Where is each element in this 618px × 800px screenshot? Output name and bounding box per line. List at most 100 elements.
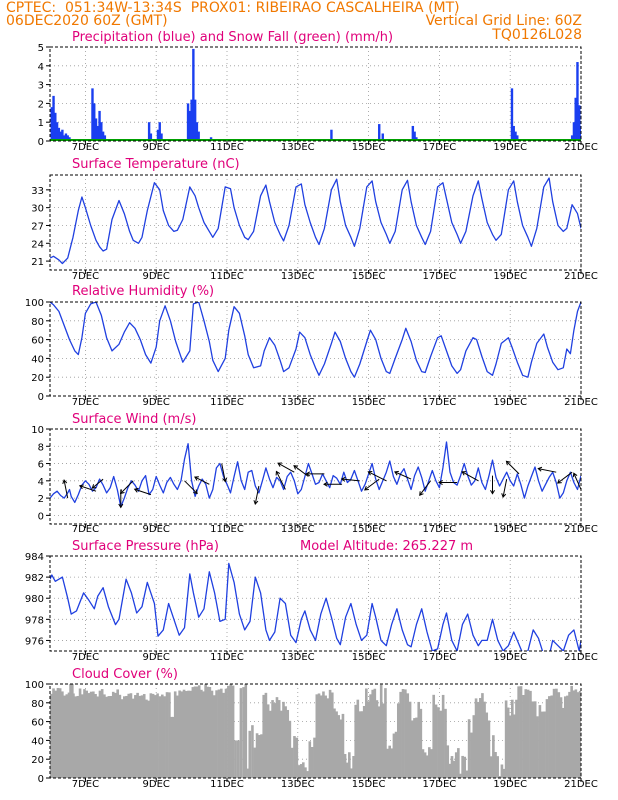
cloud-bar — [489, 756, 493, 778]
precip-bar — [576, 62, 579, 141]
precip-y-tick-label: 1 — [38, 118, 44, 129]
cloud-bar — [145, 699, 148, 778]
cloud-bar — [459, 773, 462, 778]
cloud-bar — [324, 695, 327, 778]
precip-bar — [512, 125, 515, 141]
cloud-bar — [548, 696, 551, 778]
cloud-bar — [439, 710, 443, 778]
cloud-x-tick-label: 13DEC — [281, 779, 315, 790]
humidity-panel-title: Relative Humidity (%) — [72, 284, 214, 299]
wind-vector-arrowhead — [119, 489, 125, 495]
precip-plot-frame — [49, 46, 582, 142]
precip-bar — [510, 88, 514, 141]
precip-bar — [579, 125, 581, 141]
humidity-x-tick-label: 11DEC — [210, 397, 244, 408]
cloud-bar — [399, 691, 402, 778]
wind-x-tick-label: 7DEC — [72, 524, 99, 535]
cloud-bar — [476, 701, 480, 778]
cloud-bar — [176, 695, 179, 778]
precip-bar — [103, 135, 107, 141]
wind-vector-arrowhead — [305, 471, 311, 477]
cloud-bar — [369, 694, 372, 778]
cloud-bar — [448, 763, 452, 778]
wind-x-tick-label: 13DEC — [281, 524, 315, 535]
cloud-bar — [52, 688, 55, 778]
wind-vector-arrow — [573, 473, 581, 490]
pressure-x-tick-label: 7DEC — [72, 652, 99, 663]
cloud-bar — [430, 749, 433, 778]
cloud-bar — [428, 747, 431, 778]
wind-vector-arrowhead — [490, 489, 495, 495]
cloud-x-tick-label: 19DEC — [493, 779, 527, 790]
cloud-bar — [354, 704, 358, 778]
cloud-bar — [86, 707, 90, 778]
cloud-bar — [502, 768, 506, 778]
cloud-bar — [306, 771, 309, 778]
temperature-x-tick-label: 19DEC — [493, 271, 527, 282]
pressure-x-tick-label: 21DEC — [564, 652, 598, 663]
cloud-bar — [425, 755, 429, 778]
cloud-bar — [566, 695, 569, 778]
precip-x-tick-label: 9DEC — [143, 142, 170, 153]
cloud-bar — [333, 708, 336, 778]
wind-x-tick-label: 11DEC — [210, 524, 244, 535]
wind-vector-arrowhead — [194, 476, 199, 481]
cloud-bar — [107, 696, 111, 778]
wind-plot-frame — [49, 428, 582, 525]
cloud-bar — [63, 695, 66, 778]
cloud-bar — [253, 747, 257, 778]
cloud-bar — [401, 689, 405, 778]
wind-vector-arrow — [293, 465, 309, 477]
cloud-y-tick-label: 60 — [31, 718, 44, 729]
precip-bar — [188, 110, 192, 141]
cloud-bar — [322, 691, 325, 778]
cloud-bar — [219, 688, 223, 778]
wind-vector-arrowhead — [501, 493, 507, 499]
wind-y-tick-label: 0 — [38, 511, 44, 522]
cloud-bar — [165, 692, 169, 778]
cloud-bar — [345, 762, 349, 778]
cloud-bar — [302, 762, 305, 778]
cloud-bar — [173, 691, 177, 778]
cloud-bar — [479, 698, 482, 778]
cloud-bar — [494, 751, 497, 778]
cloud-bar — [109, 696, 113, 778]
cloud-bar — [343, 754, 347, 778]
cloud-bar — [85, 707, 88, 778]
precip-bar — [516, 135, 519, 141]
cloud-x-tick-label: 17DEC — [423, 779, 457, 790]
pressure-x-tick-label: 9DEC — [143, 652, 170, 663]
cloud-bar — [158, 696, 162, 778]
precip-bar — [66, 135, 69, 141]
humidity-x-tick-label: 17DEC — [423, 397, 457, 408]
wind-vector-arrow — [394, 471, 412, 480]
precip-bar — [193, 99, 197, 141]
cloud-bar — [396, 703, 400, 778]
cloud-bar — [125, 695, 128, 778]
cloud-bar — [168, 692, 171, 778]
cloud-bar — [513, 714, 516, 778]
cloud-bar — [80, 694, 84, 778]
humidity-x-tick-label: 15DEC — [352, 397, 386, 408]
cloud-bar — [419, 708, 423, 778]
wind-vector-arrowhead — [222, 477, 228, 483]
cloud-bar — [191, 687, 195, 778]
cloud-bar — [536, 716, 539, 778]
cloud-bar — [264, 692, 268, 778]
cloud-bar — [120, 699, 124, 778]
cloud-bar — [142, 694, 146, 778]
precip-bar — [52, 95, 55, 141]
humidity-y-tick-label: 80 — [31, 317, 44, 328]
cloud-y-tick-label: 40 — [31, 736, 44, 747]
pressure-x-tick-label: 19DEC — [493, 652, 527, 663]
pressure-y-tick-label: 984 — [25, 552, 44, 563]
cloud-bar — [432, 694, 436, 778]
cloud-bar — [360, 711, 364, 778]
cloud-bar — [94, 693, 97, 778]
cloud-bar — [365, 688, 368, 778]
humidity-x-tick-label: 19DEC — [493, 397, 527, 408]
cloud-bar — [545, 699, 549, 778]
temperature-y-tick-label: 27 — [31, 221, 44, 232]
cloud-bar — [417, 701, 421, 778]
cloud-bar — [454, 752, 458, 778]
